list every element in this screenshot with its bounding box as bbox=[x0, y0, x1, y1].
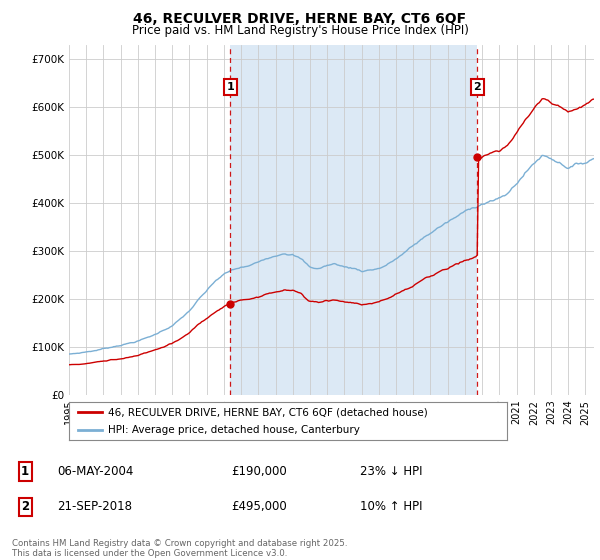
Text: 23% ↓ HPI: 23% ↓ HPI bbox=[360, 465, 422, 478]
Text: 2: 2 bbox=[473, 82, 481, 92]
Bar bbox=[230, 45, 478, 395]
Text: £190,000: £190,000 bbox=[231, 465, 287, 478]
Text: 1: 1 bbox=[21, 465, 29, 478]
Text: 46, RECULVER DRIVE, HERNE BAY, CT6 6QF (detached house): 46, RECULVER DRIVE, HERNE BAY, CT6 6QF (… bbox=[109, 407, 428, 417]
Text: 1: 1 bbox=[226, 82, 234, 92]
Text: 2: 2 bbox=[21, 500, 29, 514]
Text: 10% ↑ HPI: 10% ↑ HPI bbox=[360, 500, 422, 514]
Text: Price paid vs. HM Land Registry's House Price Index (HPI): Price paid vs. HM Land Registry's House … bbox=[131, 24, 469, 37]
Text: HPI: Average price, detached house, Canterbury: HPI: Average price, detached house, Cant… bbox=[109, 425, 360, 435]
Text: 21-SEP-2018: 21-SEP-2018 bbox=[57, 500, 132, 514]
Text: 06-MAY-2004: 06-MAY-2004 bbox=[57, 465, 133, 478]
Text: £495,000: £495,000 bbox=[231, 500, 287, 514]
Text: 46, RECULVER DRIVE, HERNE BAY, CT6 6QF: 46, RECULVER DRIVE, HERNE BAY, CT6 6QF bbox=[133, 12, 467, 26]
Text: Contains HM Land Registry data © Crown copyright and database right 2025.
This d: Contains HM Land Registry data © Crown c… bbox=[12, 539, 347, 558]
